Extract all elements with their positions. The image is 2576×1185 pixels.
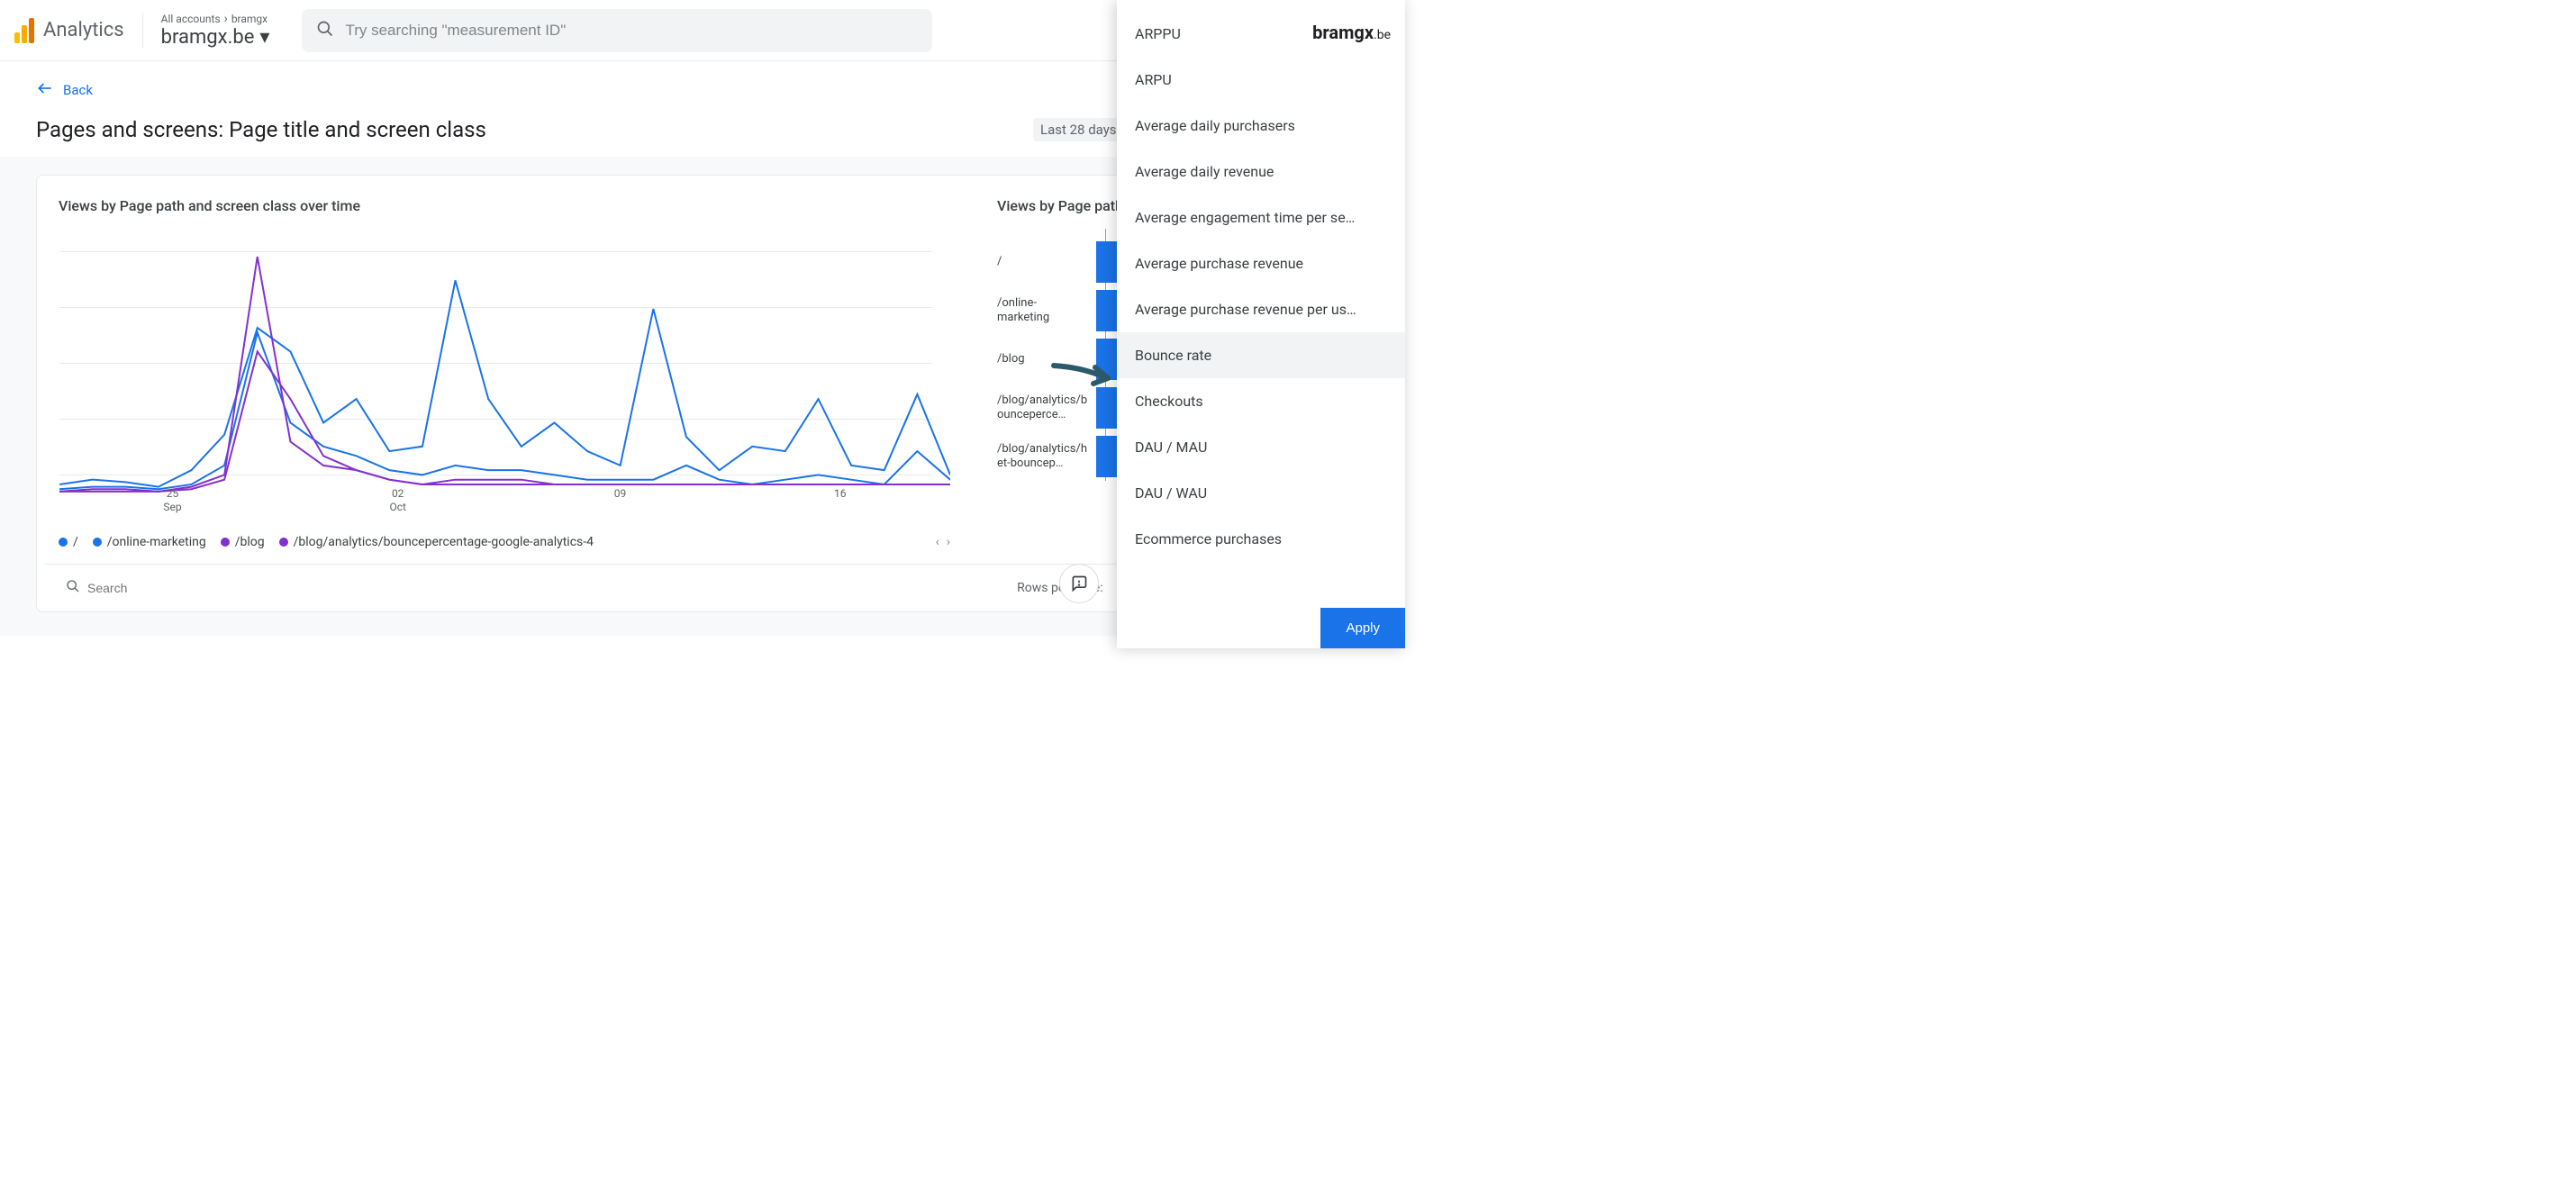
bar-label: /blog/analytics/bounceperce… — [997, 393, 1096, 421]
chevron-left-icon[interactable]: ‹ — [936, 535, 939, 549]
date-prefix: Last 28 days — [1033, 118, 1124, 141]
search-icon — [316, 20, 334, 41]
legend-item[interactable]: /blog — [221, 535, 265, 549]
search-wrap — [302, 9, 932, 52]
line-chart-svg — [59, 229, 950, 508]
dropdown-item[interactable]: Average daily revenue — [1117, 149, 1405, 194]
bar-label: /online-marketing — [997, 296, 1096, 324]
dropdown-item[interactable]: Bounce rate — [1117, 332, 1405, 378]
dropdown-item[interactable]: DAU / MAU — [1117, 424, 1405, 470]
dropdown-item[interactable]: Checkouts — [1117, 378, 1405, 424]
dropdown-item[interactable]: Ecommerce purchases — [1117, 516, 1405, 562]
breadcrumb-all: All accounts — [161, 13, 221, 25]
table-search-input[interactable] — [87, 581, 250, 595]
line-chart-title: Views by Page path and screen class over… — [59, 197, 950, 214]
back-label: Back — [63, 82, 93, 98]
table-search[interactable] — [66, 579, 999, 597]
legend-dot-icon — [221, 538, 230, 547]
legend-label: / — [73, 535, 78, 549]
chevron-right-icon: › — [224, 12, 228, 26]
apply-button[interactable]: Apply — [1320, 608, 1405, 648]
property-name: bramgx.be ▾ — [161, 26, 270, 49]
arrow-left-icon — [36, 79, 54, 101]
dropdown-item[interactable]: Average purchase revenue — [1117, 240, 1405, 286]
product-logo[interactable]: Analytics — [14, 13, 143, 49]
search-input[interactable] — [345, 22, 918, 40]
breadcrumb: All accounts › bramgx — [161, 12, 270, 26]
legend-label: /blog/analytics/bouncepercentage-google-… — [294, 535, 594, 549]
caret-down-icon: ▾ — [259, 26, 269, 49]
legend-item[interactable]: /blog/analytics/bouncepercentage-google-… — [279, 535, 594, 549]
legend-item[interactable]: / — [59, 535, 78, 549]
metric-dropdown-panel: ARPPUARPUAverage daily purchasersAverage… — [1117, 0, 1405, 648]
legend-item[interactable]: /online-marketing — [93, 535, 206, 549]
bar-label: / — [997, 255, 1096, 269]
legend-dot-icon — [279, 538, 288, 547]
bar-label: /blog/analytics/het-bouncep… — [997, 442, 1096, 470]
line-chart-panel: Views by Page path and screen class over… — [44, 197, 965, 549]
dropdown-item[interactable]: DAU / WAU — [1117, 470, 1405, 516]
metric-dropdown-list: ARPPUARPUAverage daily purchasersAverage… — [1117, 0, 1405, 608]
line-chart[interactable]: 25Sep02Oct0916 — [59, 229, 950, 508]
ga-logo-icon — [14, 18, 34, 43]
breadcrumb-account: bramgx — [231, 13, 268, 25]
brand-watermark: bramgx.be — [1312, 22, 1391, 43]
dropdown-item[interactable]: Average daily purchasers — [1117, 103, 1405, 149]
search-box[interactable] — [302, 9, 932, 52]
legend-label: /blog — [235, 535, 265, 549]
chevron-right-icon[interactable]: › — [947, 535, 950, 549]
x-axis-labels: 25Sep02Oct0916 — [59, 487, 950, 515]
chart-legend: / /online-marketing/blog/blog/analytics/b… — [59, 535, 950, 549]
legend-dot-icon — [59, 538, 68, 547]
product-name: Analytics — [43, 19, 124, 41]
legend-nav: ‹ › — [936, 535, 950, 549]
legend-dot-icon — [93, 538, 102, 547]
dropdown-item[interactable]: Average engagement time per se… — [1117, 194, 1405, 240]
legend-label: /online-marketing — [107, 535, 206, 549]
annotation-arrow — [1050, 357, 1113, 396]
page-title: Pages and screens: Page title and screen… — [36, 117, 486, 142]
search-icon — [66, 579, 80, 597]
account-selector[interactable]: All accounts › bramgx bramgx.be ▾ — [161, 12, 288, 49]
dropdown-item[interactable]: Average purchase revenue per us… — [1117, 286, 1405, 332]
dropdown-item[interactable]: ARPU — [1117, 57, 1405, 103]
feedback-button[interactable] — [1059, 564, 1099, 603]
